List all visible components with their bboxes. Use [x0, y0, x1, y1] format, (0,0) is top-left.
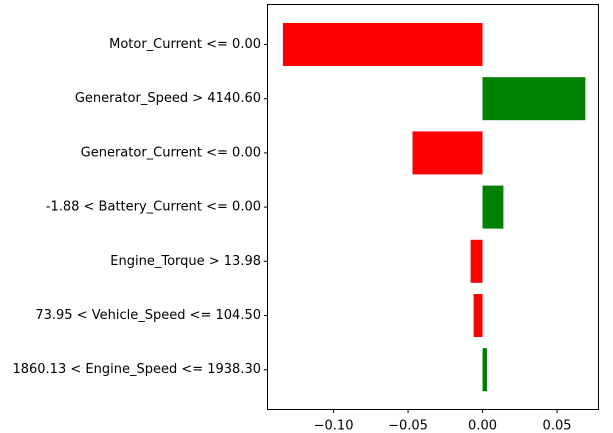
y-tick-label: -1.88 < Battery_Current <= 0.00	[46, 200, 261, 215]
x-tick-label: 0.05	[543, 419, 572, 433]
y-tick-label: 73.95 < Vehicle_Speed <= 104.50	[35, 308, 261, 323]
bar-generator-current-0-00	[412, 131, 483, 175]
bar-1-88-battery-current-0-00	[482, 185, 504, 229]
bar-73-95-vehicle-speed-104-50	[473, 294, 483, 337]
bar-motor-current-0-00	[282, 23, 483, 66]
plot-frame	[267, 4, 599, 410]
y-tick-label: Generator_Speed > 4140.60	[75, 91, 261, 106]
x-tick-label: 0.00	[468, 419, 497, 433]
y-tick-label: 1860.13 < Engine_Speed <= 1938.30	[12, 362, 261, 377]
y-tick-label: Motor_Current <= 0.00	[109, 37, 261, 52]
bar-generator-speed-4140-60	[482, 77, 586, 121]
bar-engine-torque-13-98	[470, 239, 483, 283]
x-tick-label: −0.10	[314, 419, 354, 433]
y-axis-ticks: Motor_Current <= 0.00 Generator_Speed > 4…	[12, 37, 268, 377]
bar-1860-13-engine-speed-1938-30	[482, 348, 488, 392]
x-axis-ticks: −0.10 −0.05 0.00 0.05	[314, 409, 572, 433]
y-tick-label: Engine_Torque > 13.98	[110, 254, 261, 269]
bars-group	[282, 23, 586, 392]
y-tick-label: Generator_Current <= 0.00	[81, 145, 261, 160]
x-tick-label: −0.05	[388, 419, 428, 433]
